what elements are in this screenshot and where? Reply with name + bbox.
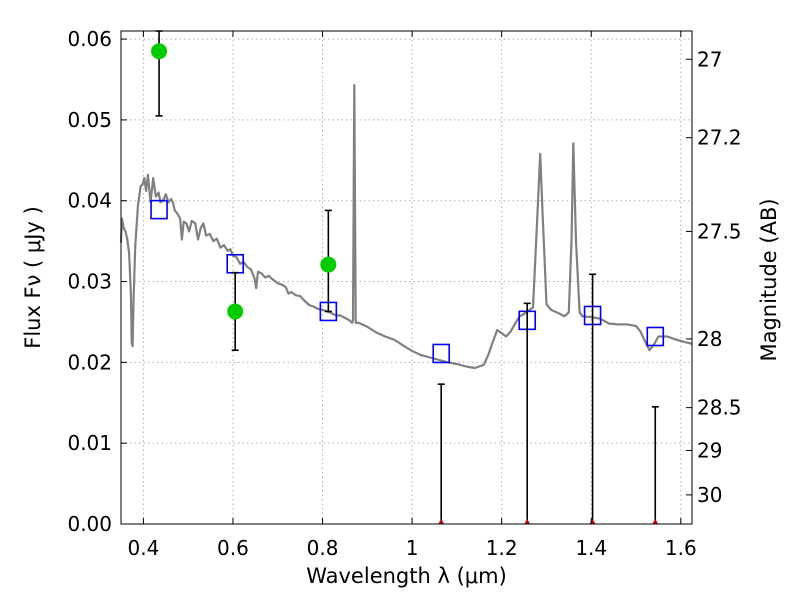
observed-flux-point [151,43,168,60]
right-axis-label: Magnitude (AB) [757,198,781,361]
nondetection-marker [589,519,596,524]
observed-flux-point [320,256,337,273]
observed-flux-point [227,303,244,320]
right-tick-label: 29 [697,438,722,462]
y-tick-label: 0.06 [67,27,112,51]
nondetection-marker [524,519,531,524]
y-tick-label: 0.04 [67,189,112,213]
plot-frame [120,30,693,525]
photometry-marks [150,30,665,524]
y-tick-label: 0.03 [67,270,112,294]
y-tick-label: 0.00 [67,512,112,536]
model-band-flux-square [150,199,168,220]
x-tick-label: 1 [406,536,419,560]
x-tick-label: 0.6 [217,536,249,560]
right-tick-label: 27.2 [697,126,742,150]
model-band-flux-square [432,343,451,364]
model-band-flux-square [646,326,665,347]
x-tick-label: 1.2 [486,536,518,560]
x-tick-label: 0.8 [307,536,339,560]
grid [121,31,692,525]
model-spectrum-line [119,84,693,370]
x-tick-label: 1.6 [665,536,697,560]
y-tick-label: 0.02 [67,350,112,374]
y-tick-label: 0.01 [67,431,112,455]
nondetection-marker [438,519,445,524]
right-tick-label: 28 [697,327,722,351]
nondetection-marker [652,519,659,524]
x-axis-label: Wavelength λ (μm) [306,564,507,588]
x-tick-label: 0.4 [127,536,159,560]
y-axis-label: Flux Fν ( μJy ) [21,206,45,349]
axis-ticks: 0.4 0.6 0.8 1 1.2 1.4 1.6 0.00 0.01 0.02 0.03 0.04 0… [67,27,741,560]
right-tick-label: 27 [697,47,722,71]
model-spectrum [119,84,693,370]
right-tick-label: 30 [697,483,722,507]
right-tick-label: 27.5 [697,219,742,243]
y-tick-label: 0.05 [67,108,112,132]
x-tick-label: 1.4 [575,536,607,560]
right-tick-label: 28.5 [697,396,742,420]
